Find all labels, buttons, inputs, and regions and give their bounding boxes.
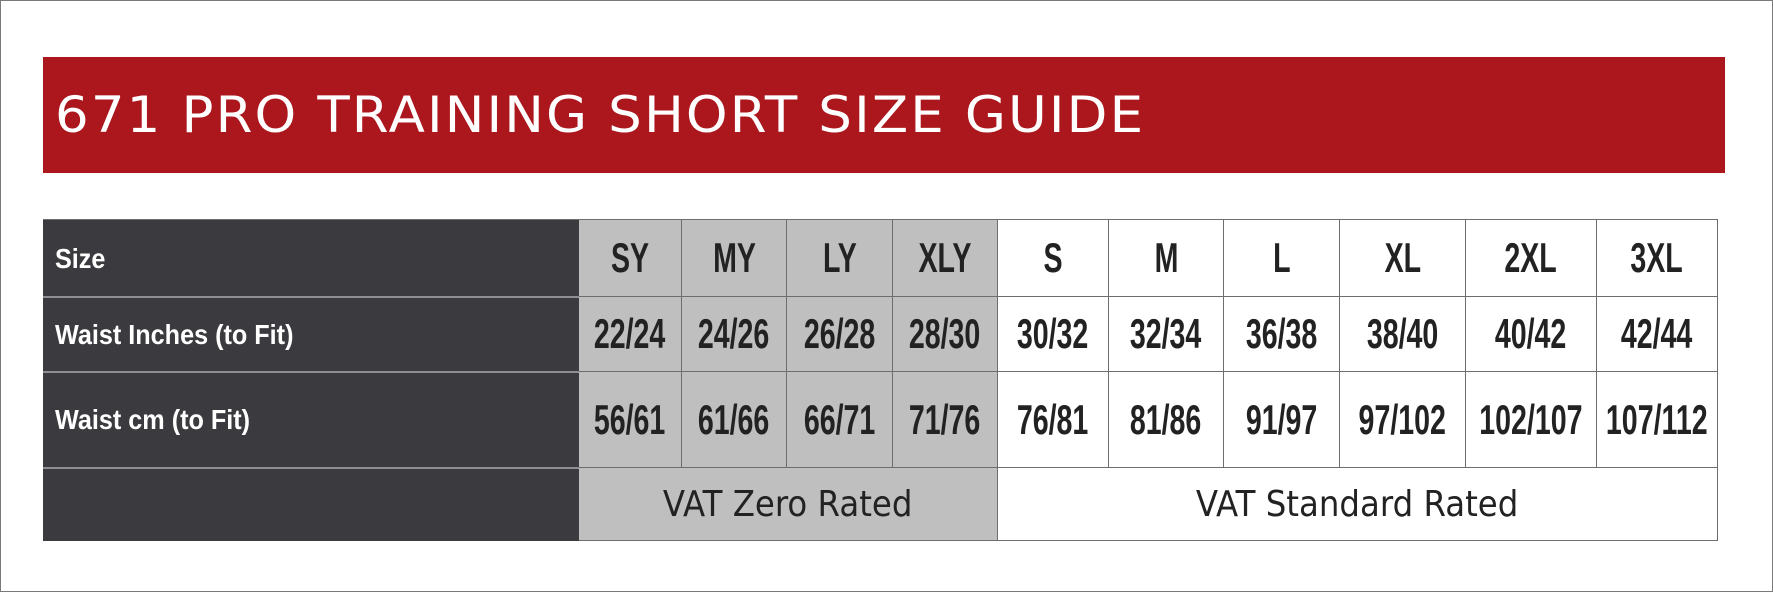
- size-header: M: [1109, 220, 1224, 297]
- size-header: MY: [682, 220, 787, 297]
- size-header-text: MY: [712, 234, 756, 281]
- table-cell-text: 71/76: [909, 395, 981, 443]
- size-header-text: XLY: [918, 234, 972, 281]
- waist-inches-label-text: Waist Inches (to Fit): [55, 318, 294, 350]
- table-cell-text: 30/32: [1017, 310, 1089, 357]
- table-cell: 56/61: [579, 372, 682, 468]
- table-cell: 22/24: [579, 297, 682, 372]
- size-header: L: [1224, 220, 1340, 297]
- size-label-text: Size: [55, 242, 106, 274]
- table-cell-text: 107/112: [1606, 395, 1708, 443]
- table-cell-text: 38/40: [1366, 310, 1439, 357]
- table-cell: 107/112: [1597, 372, 1718, 468]
- table-cell: 97/102: [1340, 372, 1466, 468]
- table-cell: 38/40: [1340, 297, 1466, 372]
- table-cell: 102/107: [1466, 372, 1597, 468]
- row-divider: [43, 467, 579, 469]
- waist-inches-label: Waist Inches (to Fit): [43, 297, 579, 372]
- table-cell-text: 42/44: [1621, 310, 1693, 357]
- table-cell: 76/81: [998, 372, 1109, 468]
- vat-zero-rated-text: VAT Zero Rated: [663, 483, 913, 525]
- title-banner: 671 PRO TRAINING SHORT SIZE GUIDE: [43, 57, 1725, 173]
- size-header: S: [998, 220, 1109, 297]
- table-cell: 24/26: [682, 297, 787, 372]
- row-divider: [43, 371, 579, 373]
- table-cell: 40/42: [1466, 297, 1597, 372]
- size-header-text: 3XL: [1630, 234, 1684, 281]
- table-cell-text: 81/86: [1130, 395, 1202, 443]
- size-label: Size: [43, 220, 579, 297]
- table-cell: 26/28: [787, 297, 893, 372]
- size-header: XL: [1340, 220, 1466, 297]
- table-cell-text: 26/28: [803, 310, 876, 357]
- table-cell-text: 28/30: [909, 310, 981, 357]
- table-cell-text: 40/42: [1495, 310, 1567, 357]
- vat-zero-rated: VAT Zero Rated: [579, 468, 998, 541]
- table-cell: 66/71: [787, 372, 893, 468]
- table-cell-text: 56/61: [594, 395, 666, 443]
- table-cell-text: 97/102: [1358, 395, 1447, 443]
- table-cell-text: 61/66: [698, 395, 770, 443]
- table-cell: 71/76: [893, 372, 998, 468]
- size-header-text: M: [1154, 234, 1178, 281]
- table-cell-text: 76/81: [1017, 395, 1089, 443]
- table-cell-text: 22/24: [594, 310, 666, 357]
- vat-standard-rated: VAT Standard Rated: [998, 468, 1718, 541]
- table-cell: 32/34: [1109, 297, 1224, 372]
- table-cell: 30/32: [998, 297, 1109, 372]
- size-header-text: L: [1272, 234, 1291, 281]
- size-header: 3XL: [1597, 220, 1718, 297]
- table-cell-text: 24/26: [698, 310, 770, 357]
- size-header: 2XL: [1466, 220, 1597, 297]
- vat-standard-rated-text: VAT Standard Rated: [1196, 483, 1519, 525]
- size-header-text: LY: [822, 234, 857, 281]
- table-cell-text: 91/97: [1245, 395, 1318, 443]
- row-divider: [43, 296, 579, 298]
- table-cell-text: 102/107: [1479, 395, 1583, 443]
- size-header-text: SY: [610, 234, 650, 281]
- table-cell-text: 66/71: [803, 395, 876, 443]
- vat-label-blank: [43, 468, 579, 541]
- table-cell-text: 32/34: [1130, 310, 1202, 357]
- waist-cm-label-text: Waist cm (to Fit): [55, 404, 251, 435]
- table-cell: 81/86: [1109, 372, 1224, 468]
- table-cell: 36/38: [1224, 297, 1340, 372]
- table-cell: 61/66: [682, 372, 787, 468]
- size-header: LY: [787, 220, 893, 297]
- size-header-text: 2XL: [1504, 234, 1558, 281]
- size-header: SY: [579, 220, 682, 297]
- table-cell-text: 36/38: [1245, 310, 1318, 357]
- table-cell: 91/97: [1224, 372, 1340, 468]
- size-header-text: S: [1043, 234, 1063, 281]
- size-header-text: XL: [1384, 234, 1421, 281]
- page-title: 671 PRO TRAINING SHORT SIZE GUIDE: [55, 86, 1146, 144]
- waist-cm-label: Waist cm (to Fit): [43, 372, 579, 468]
- table-cell: 42/44: [1597, 297, 1718, 372]
- size-header: XLY: [893, 220, 998, 297]
- table-cell: 28/30: [893, 297, 998, 372]
- size-guide-table: Size Waist Inches (to Fit) Waist cm (to Fi…: [43, 219, 1718, 541]
